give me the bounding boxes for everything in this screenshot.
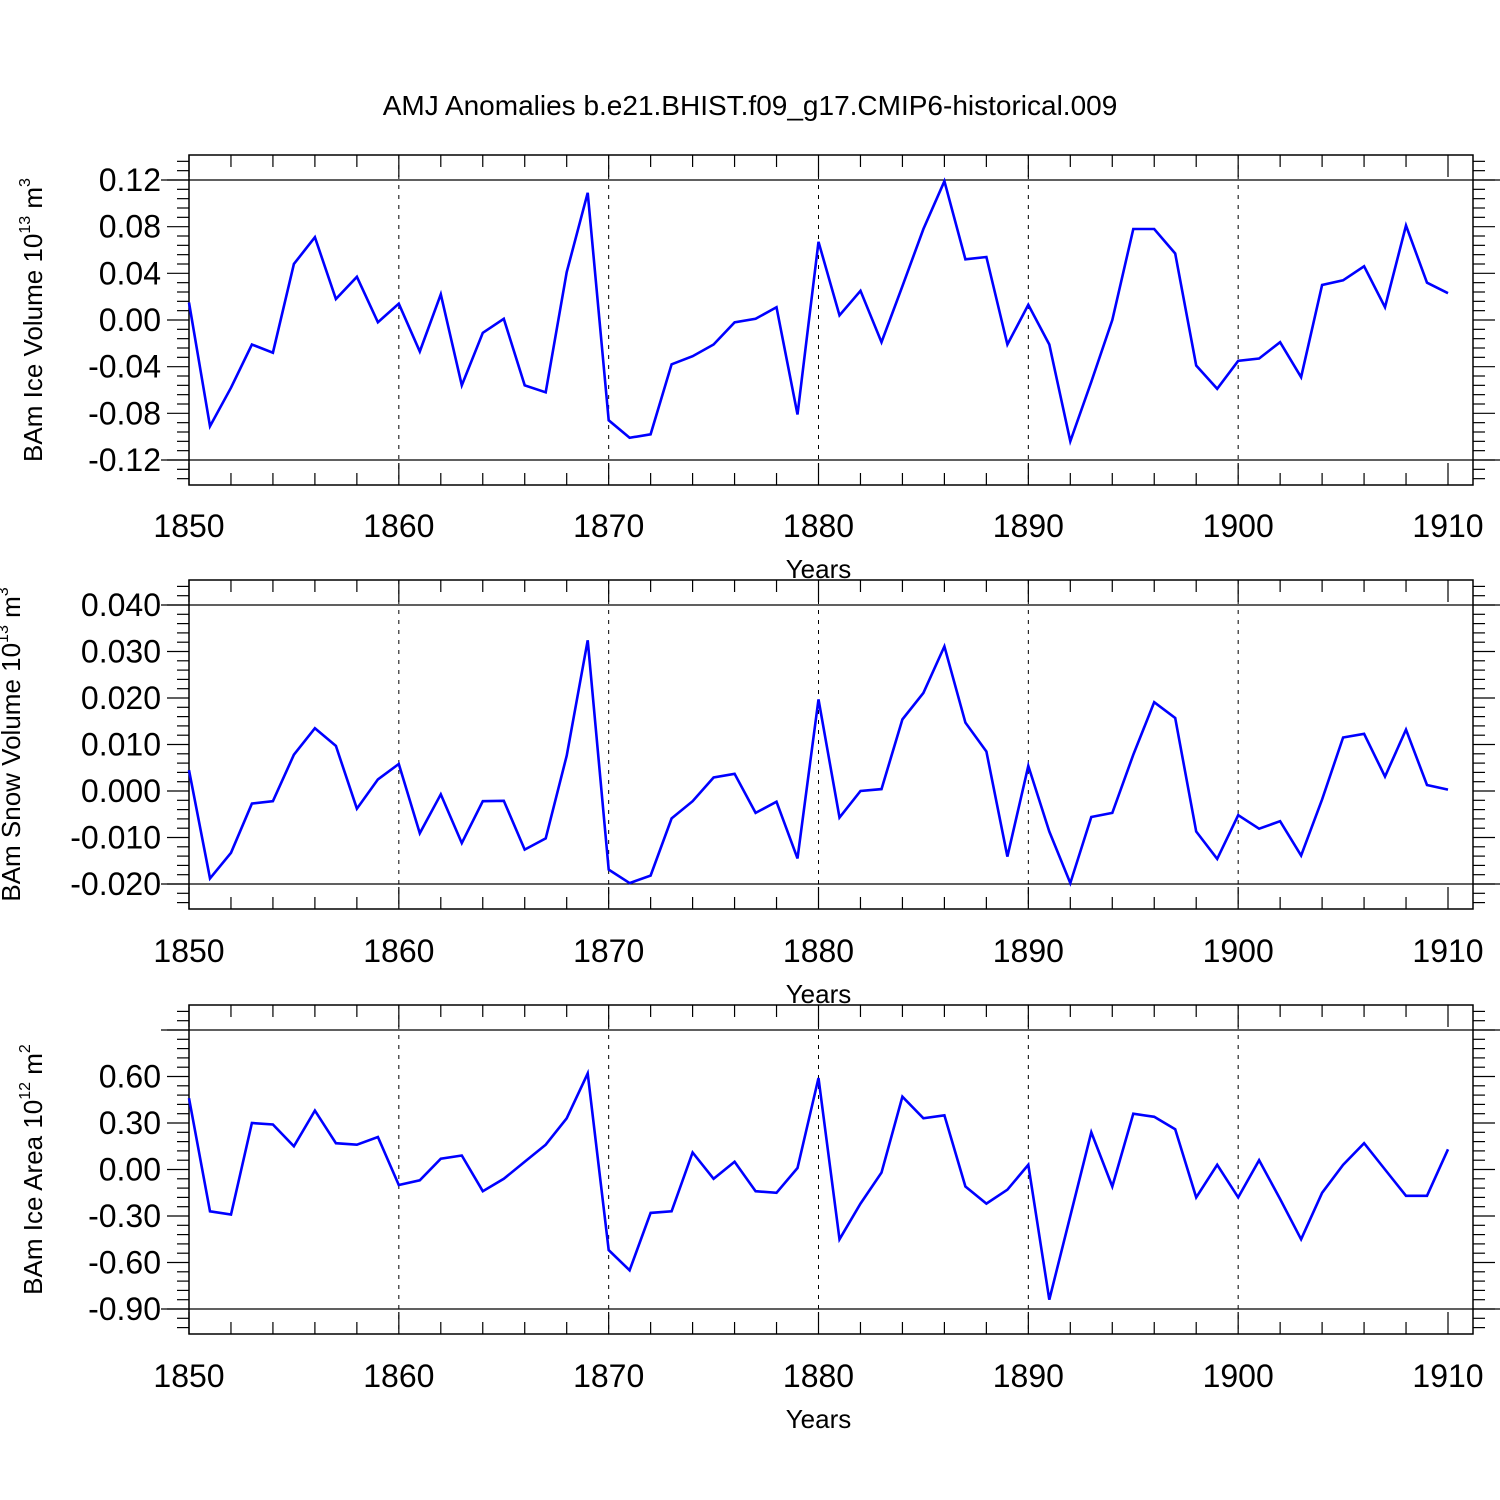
y-axis-label-exponent: 13 <box>0 625 12 643</box>
y-axis-label-exponent: 13 <box>17 216 34 234</box>
y-axis-label-unit-power: 2 <box>17 1044 34 1053</box>
y-tick-label: -0.020 <box>70 866 161 902</box>
x-tick-label: 1870 <box>573 508 644 544</box>
x-tick-label: 1910 <box>1412 1358 1483 1394</box>
y-axis-label: BAm Snow Volume 1013 m3 <box>0 587 26 901</box>
y-tick-label: 0.00 <box>99 302 161 338</box>
x-tick-label: 1850 <box>153 1358 224 1394</box>
y-axis-label-main: BAm Ice Volume 10 <box>18 234 48 462</box>
chart-panels: -0.12 -0.08 -0.04 0.00 0.04 0.08 0.12 1850 1860 1… <box>0 154 1500 1434</box>
y-axis-label-unit: m <box>18 187 48 216</box>
x-tick-label: 1860 <box>363 1358 434 1394</box>
y-axis-label-unit: m <box>0 596 26 625</box>
y-tick-label: 0.000 <box>81 773 161 809</box>
y-axis-label-unit: m <box>18 1053 48 1082</box>
x-tick-label: 1890 <box>993 508 1064 544</box>
series-line <box>187 1068 1450 1301</box>
series-line <box>187 640 1449 887</box>
y-axis-label-unit-power: 3 <box>0 587 12 596</box>
x-tick-label: 1870 <box>573 933 644 969</box>
y-tick-label: -0.30 <box>88 1198 161 1234</box>
chart-title: AMJ Anomalies b.e21.BHIST.f09_g17.CMIP6-… <box>383 90 1118 121</box>
x-tick-label: 1870 <box>573 1358 644 1394</box>
x-tick-label: 1900 <box>1203 1358 1274 1394</box>
y-axis-label: BAm Ice Volume 1013 m3 <box>17 178 48 462</box>
x-tick-label: 1890 <box>993 1358 1064 1394</box>
panel-1: -0.12 -0.08 -0.04 0.00 0.04 0.08 0.12 1850 1860 1… <box>17 154 1500 584</box>
x-tick-label: 1880 <box>783 933 854 969</box>
y-tick-label: 0.04 <box>99 255 161 291</box>
y-axis-label-exponent: 12 <box>17 1082 34 1100</box>
y-tick-label: 0.00 <box>99 1152 161 1188</box>
y-tick-label: 0.030 <box>81 634 161 670</box>
x-tick-label: 1850 <box>153 933 224 969</box>
panel-3: -0.90 -0.60 -0.30 0.00 0.30 0.60 1850 1860 1870 1… <box>17 1004 1500 1434</box>
y-tick-label: 0.020 <box>81 680 161 716</box>
plot-frame <box>188 579 1474 910</box>
x-tick-label: 1880 <box>783 508 854 544</box>
y-tick-label: -0.04 <box>88 349 161 385</box>
y-tick-label: 0.30 <box>99 1105 161 1141</box>
y-tick-label: -0.90 <box>88 1291 161 1327</box>
x-tick-label: 1910 <box>1412 508 1483 544</box>
y-tick-label: -0.010 <box>70 820 161 856</box>
y-tick-label: 0.010 <box>81 727 161 763</box>
y-tick-label: -0.08 <box>88 395 161 431</box>
y-tick-label: 0.040 <box>81 587 161 623</box>
y-tick-label: -0.12 <box>88 442 161 478</box>
x-axis-label: Years <box>786 554 852 584</box>
x-tick-label: 1890 <box>993 933 1064 969</box>
x-tick-label: 1900 <box>1203 933 1274 969</box>
series-line <box>187 177 1449 447</box>
x-tick-label: 1910 <box>1412 933 1483 969</box>
x-axis-label: Years <box>786 1404 852 1434</box>
x-axis-label: Years <box>786 979 852 1009</box>
y-tick-label: 0.12 <box>99 162 161 198</box>
x-tick-label: 1860 <box>363 933 434 969</box>
y-axis-label-main: BAm Snow Volume 10 <box>0 643 26 902</box>
panel-2: -0.020 -0.010 0.000 0.010 0.020 0.030 0.040 185… <box>0 579 1500 1009</box>
y-tick-label: 0.08 <box>99 209 161 245</box>
x-tick-label: 1850 <box>153 508 224 544</box>
y-axis-label-main: BAm Ice Area 10 <box>18 1100 48 1295</box>
y-axis-label: BAm Ice Area 1012 m2 <box>17 1044 48 1295</box>
y-axis-label-unit-power: 3 <box>17 178 34 187</box>
y-tick-label: 0.60 <box>99 1059 161 1095</box>
x-tick-label: 1900 <box>1203 508 1274 544</box>
x-tick-label: 1880 <box>783 1358 854 1394</box>
x-tick-label: 1860 <box>363 508 434 544</box>
y-tick-label: -0.60 <box>88 1245 161 1281</box>
